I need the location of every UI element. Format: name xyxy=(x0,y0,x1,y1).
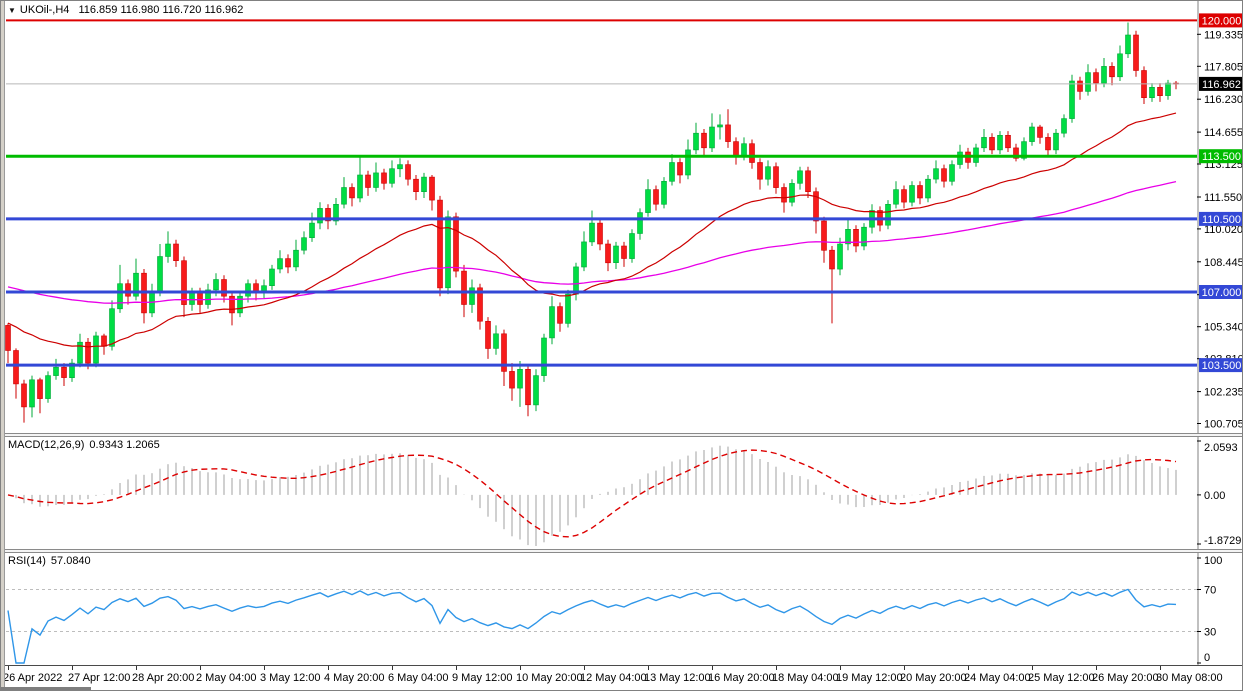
panel-separator[interactable] xyxy=(1,433,1242,437)
main-chart-panel[interactable]: 119.335117.805116.230114.655113.125111.5… xyxy=(1,1,1243,433)
time-label: 25 May 12:00 xyxy=(1028,672,1095,684)
time-label: 2 May 04:00 xyxy=(196,672,257,684)
macd-axis[interactable]: 2.0593 0.00 -1.8729 xyxy=(1197,437,1241,549)
time-tick xyxy=(1032,666,1033,670)
svg-text:103.500: 103.500 xyxy=(1202,360,1242,372)
price-tick-label: 117.805 xyxy=(1204,61,1243,73)
macd-indicator-values: 0.9343 1.2065 xyxy=(89,439,160,451)
time-label: 13 May 12:00 xyxy=(644,672,711,684)
macd-label: MACD(12,26,9) 0.9343 1.2065 xyxy=(8,439,160,451)
svg-text:120.000: 120.000 xyxy=(1202,15,1242,27)
window-left-border xyxy=(1,1,5,690)
time-label: 28 Apr 20:00 xyxy=(132,672,195,684)
svg-text:116.962: 116.962 xyxy=(1202,79,1241,91)
macd-tick-label: -1.8729 xyxy=(1204,535,1241,547)
time-tick xyxy=(200,666,201,670)
macd-tick-label: 2.0593 xyxy=(1204,442,1238,454)
candles xyxy=(5,22,1179,423)
time-tick xyxy=(1160,666,1161,670)
time-tick xyxy=(136,666,137,670)
time-label: 9 May 12:00 xyxy=(452,672,513,684)
time-tick xyxy=(72,666,73,670)
time-tick xyxy=(520,666,521,670)
macd-signal-line xyxy=(7,449,1177,538)
rsi-indicator-value: 57.0840 xyxy=(50,555,91,567)
time-tick xyxy=(712,666,713,670)
time-tick xyxy=(840,666,841,670)
time-tick xyxy=(328,666,329,670)
time-tick xyxy=(648,666,649,670)
svg-text:110.500: 110.500 xyxy=(1202,214,1241,226)
time-tick xyxy=(968,666,969,670)
time-tick xyxy=(8,666,9,670)
scrollbar-stub[interactable] xyxy=(1,687,91,690)
chart-title: ▼ UKOil-,H4 116.859 116.980 116.720 116.96… xyxy=(8,4,243,16)
macd-indicator-name: MACD(12,26,9) xyxy=(8,439,85,451)
level-price-badge xyxy=(1199,358,1242,373)
time-label: 4 May 20:00 xyxy=(324,672,385,684)
macd-panel[interactable]: 2.0593 0.00 -1.8729 xyxy=(1,437,1243,549)
symbol-dropdown-icon[interactable]: ▼ xyxy=(8,6,16,15)
macd-tick-label: 0.00 xyxy=(1204,490,1225,502)
price-tick-label: 119.335 xyxy=(1204,29,1243,41)
rsi-label: RSI(14) 57.0840 xyxy=(8,555,91,567)
price-tick-label: 102.235 xyxy=(1204,387,1243,399)
time-label: 26 May 20:00 xyxy=(1092,672,1159,684)
price-tick-label: 108.445 xyxy=(1204,257,1243,269)
horizontal-levels[interactable] xyxy=(6,19,1197,367)
time-tick xyxy=(904,666,905,670)
price-tick-label: 114.655 xyxy=(1204,127,1243,139)
rsi-tick-label: 100 xyxy=(1204,555,1222,567)
time-label: 10 May 20:00 xyxy=(516,672,583,684)
macd-histogram xyxy=(15,445,1177,546)
time-label: 12 May 04:00 xyxy=(580,672,647,684)
level-price-badge xyxy=(1199,285,1242,299)
time-tick xyxy=(264,666,265,670)
moving-averages xyxy=(7,112,1177,348)
time-label: 24 May 04:00 xyxy=(964,672,1031,684)
time-label: 26 Apr 2022 xyxy=(3,672,63,684)
time-label: 18 May 04:00 xyxy=(772,672,839,684)
price-tick-label: 116.230 xyxy=(1204,94,1243,106)
time-axis[interactable]: 26 Apr 2022 27 Apr 12:00 28 Apr 20:00 2 May… xyxy=(1,665,1242,690)
time-label: 30 May 08:00 xyxy=(1156,672,1223,684)
rsi-level-lines xyxy=(6,589,1197,632)
level-price-badge xyxy=(1199,211,1242,226)
time-tick xyxy=(392,666,393,670)
svg-text:113.500: 113.500 xyxy=(1202,151,1241,163)
time-tick xyxy=(584,666,585,670)
price-tick-label: 111.550 xyxy=(1204,192,1242,204)
rsi-indicator-name: RSI(14) xyxy=(8,555,46,567)
price-axis[interactable]: 119.335117.805116.230114.655113.125111.5… xyxy=(1197,1,1243,433)
price-tick-label: 105.340 xyxy=(1204,322,1243,334)
chart-title-symbol: UKOil-,H4 xyxy=(19,4,70,16)
panel-separator[interactable] xyxy=(1,549,1242,553)
rsi-panel[interactable]: 100 70 30 0 xyxy=(1,553,1243,665)
rsi-tick-label: 30 xyxy=(1204,627,1216,639)
chart-title-ohlc: 116.859 116.980 116.720 116.962 xyxy=(78,4,244,16)
time-label: 19 May 12:00 xyxy=(836,672,903,684)
ma-slow-line xyxy=(7,180,1177,304)
time-tick xyxy=(776,666,777,670)
ma-fast-line xyxy=(7,112,1177,348)
level-price-badge xyxy=(1199,13,1242,28)
price-tick-label: 110.020 xyxy=(1204,224,1243,236)
time-tick xyxy=(456,666,457,670)
rsi-tick-label: 0 xyxy=(1204,652,1210,664)
rsi-axis[interactable]: 100 70 30 0 xyxy=(1197,553,1222,665)
time-label: 20 May 20:00 xyxy=(900,672,967,684)
level-price-badge xyxy=(1199,149,1242,164)
time-label: 16 May 20:00 xyxy=(708,672,775,684)
time-label: 27 Apr 12:00 xyxy=(68,672,131,684)
time-tick xyxy=(1096,666,1097,670)
time-label: 3 May 12:00 xyxy=(260,672,321,684)
time-label: 6 May 04:00 xyxy=(388,672,449,684)
svg-text:107.000: 107.000 xyxy=(1202,287,1242,299)
current-price-badge xyxy=(1199,76,1242,91)
price-tick-label: 100.705 xyxy=(1204,419,1243,431)
rsi-tick-label: 70 xyxy=(1204,585,1216,597)
rsi-line xyxy=(7,588,1177,664)
